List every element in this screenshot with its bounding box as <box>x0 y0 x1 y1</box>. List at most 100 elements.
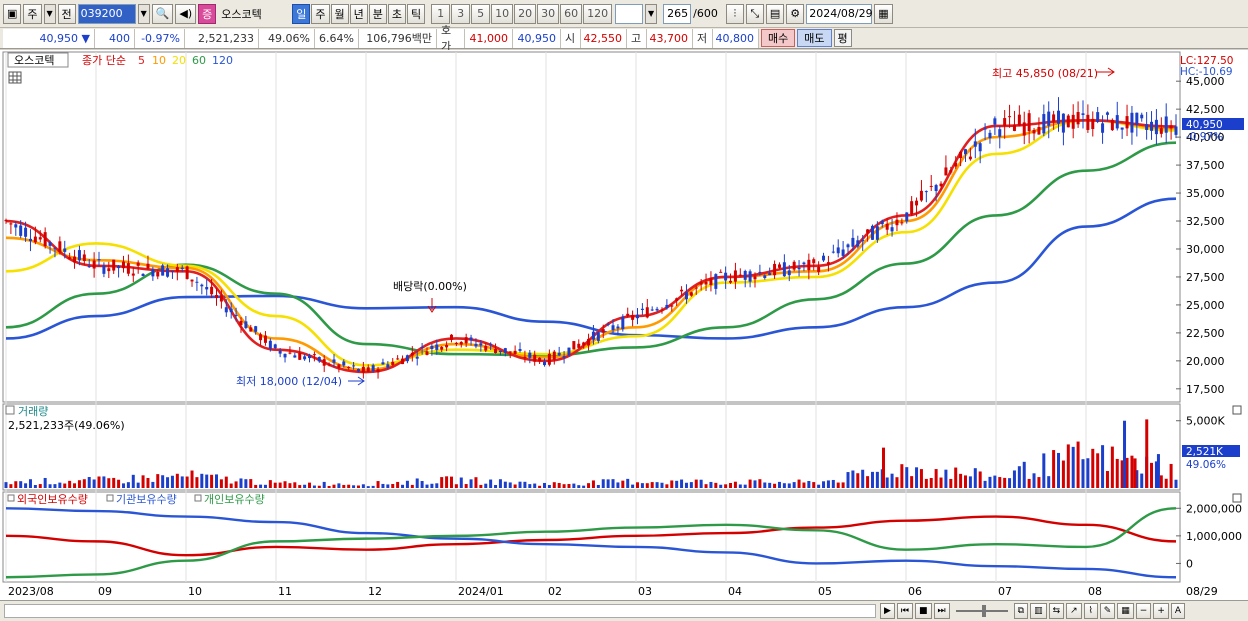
eval-button[interactable]: 평 <box>833 29 852 47</box>
candle-body <box>1022 122 1026 136</box>
chart-canvas[interactable]: 45,000 42,500 40,000 37,500 35,000 32,500 30,0… <box>0 50 1248 600</box>
ma-period-60[interactable]: 60 <box>192 54 206 67</box>
period-tab-6[interactable]: 틱 <box>407 3 426 24</box>
period-tab-4[interactable]: 분 <box>368 3 387 24</box>
volume-panel-close-icon[interactable] <box>1232 405 1242 415</box>
volume-bar <box>77 480 81 488</box>
rewind-icon[interactable]: ⏮ <box>896 603 914 619</box>
speaker-icon[interactable]: ◀) <box>175 3 197 24</box>
price-tick-label-8: 25,000 <box>1186 299 1225 312</box>
volume-panel-icon[interactable] <box>5 405 15 415</box>
stop-icon[interactable]: ■ <box>915 603 932 619</box>
ma-period-10[interactable]: 10 <box>152 54 166 67</box>
period-tab-5[interactable]: 초 <box>387 3 406 24</box>
layout-icon[interactable]: ▥ <box>1030 603 1047 619</box>
zoom-out-icon[interactable]: − <box>1135 603 1152 619</box>
candle-body <box>327 364 331 366</box>
horizontal-scrollbar[interactable] <box>4 604 876 618</box>
play-icon[interactable]: ▶ <box>880 603 895 619</box>
period-tab-2[interactable]: 월 <box>330 3 349 24</box>
lc-label: LC:127.50 <box>1180 55 1233 67</box>
candle-type-icon[interactable]: ⫶ <box>725 3 744 24</box>
candle-body <box>983 128 987 130</box>
interval-button-10[interactable]: 10 <box>491 3 514 24</box>
chevron-down-icon[interactable]: ▼ <box>43 3 56 24</box>
fib-icon[interactable]: ⌇ <box>1083 603 1098 619</box>
copy-icon[interactable]: ⧉ <box>1013 603 1029 619</box>
volume-bar <box>361 484 365 488</box>
interval-button-30[interactable]: 30 <box>537 3 560 24</box>
text-icon[interactable]: A <box>1170 603 1186 619</box>
x-tick-label-8: 04 <box>728 585 742 598</box>
buy-button[interactable]: 매수 <box>761 29 796 47</box>
interval-custom-input[interactable] <box>615 3 644 24</box>
interval-button-3[interactable]: 3 <box>451 3 471 24</box>
code-dropdown-icon[interactable]: ▼ <box>137 3 150 24</box>
ma-period-5[interactable]: 5 <box>138 54 145 67</box>
volume-bar <box>19 481 23 488</box>
interval-dropdown-icon[interactable]: ▼ <box>645 3 658 24</box>
open-label-cell: 시 <box>561 28 581 48</box>
candle-body <box>822 255 826 261</box>
volume-bar <box>371 485 375 488</box>
ma-period-20[interactable]: 20 <box>172 54 186 67</box>
volume-bar <box>1115 458 1119 488</box>
holding-panel-close-icon[interactable] <box>1232 493 1242 503</box>
volume-bar <box>753 480 757 488</box>
save-icon[interactable]: ▤ <box>765 3 785 24</box>
volume-bar <box>934 469 938 488</box>
gear-icon[interactable]: ⚙ <box>786 3 805 24</box>
price-tick-label-3: 37,500 <box>1186 159 1225 172</box>
compare-icon[interactable]: ⇆ <box>1048 603 1065 619</box>
chart-area[interactable]: 45,000 42,500 40,000 37,500 35,000 32,500 30,0… <box>0 50 1248 621</box>
count-input[interactable]: 265 <box>663 3 692 24</box>
zoom-slider-thumb[interactable] <box>981 605 986 617</box>
zoom-in-icon[interactable]: + <box>1153 603 1169 619</box>
holding-legend-box-0 <box>7 494 15 502</box>
zoom-slider[interactable] <box>952 603 1012 619</box>
volume-bar <box>616 482 620 488</box>
period-main-select[interactable]: 주 <box>23 3 42 24</box>
candle-body <box>1110 119 1114 131</box>
prev-button[interactable]: 전 <box>57 3 76 24</box>
interval-button-1[interactable]: 1 <box>431 3 451 24</box>
volume-bar <box>1150 462 1154 488</box>
draw-icon[interactable]: ✎ <box>1099 603 1116 619</box>
trendline-icon[interactable]: ↗ <box>1066 603 1082 619</box>
volume-bar <box>1037 477 1041 488</box>
stock-name-tab[interactable] <box>7 52 69 68</box>
window-icon[interactable]: ▣ <box>3 3 22 24</box>
sell-button[interactable]: 매도 <box>797 29 832 47</box>
interval-button-5[interactable]: 5 <box>471 3 491 24</box>
date-input[interactable]: 2024/08/29 <box>806 3 873 24</box>
volume-bar <box>146 477 150 488</box>
candle-body <box>665 304 669 309</box>
low-label: 저 <box>697 32 708 45</box>
volume-value: 2,521,233 <box>198 31 254 45</box>
ma-period-120[interactable]: 120 <box>212 54 233 67</box>
period-tab-1[interactable]: 주 <box>311 3 330 24</box>
interval-button-60[interactable]: 60 <box>560 3 583 24</box>
candle-body <box>968 156 972 160</box>
volume-bar <box>831 479 835 488</box>
search-icon[interactable]: 🔍 <box>151 3 174 24</box>
volume-bar <box>9 484 13 488</box>
volume-bar <box>126 482 130 488</box>
candle-body <box>1174 126 1178 135</box>
period-tab-3[interactable]: 년 <box>349 3 368 24</box>
interval-button-120[interactable]: 120 <box>583 3 613 24</box>
grid-icon[interactable]: ▦ <box>1117 603 1134 619</box>
volume-bar <box>97 476 101 488</box>
volume-bar <box>1071 446 1075 488</box>
candle-body <box>768 273 772 276</box>
volume-bar <box>469 479 473 488</box>
period-tab-0[interactable]: 일 <box>292 3 311 24</box>
candle-body <box>224 307 228 313</box>
table-toggle-icon[interactable] <box>8 71 22 84</box>
forward-icon[interactable]: ⏭ <box>933 603 950 619</box>
crosshair-icon[interactable]: ⤡ <box>745 3 764 24</box>
stock-code-input[interactable]: 039200 <box>77 3 136 24</box>
calendar-icon[interactable]: ▦ <box>874 3 893 24</box>
interval-button-20[interactable]: 20 <box>514 3 537 24</box>
candle-body <box>538 357 542 362</box>
